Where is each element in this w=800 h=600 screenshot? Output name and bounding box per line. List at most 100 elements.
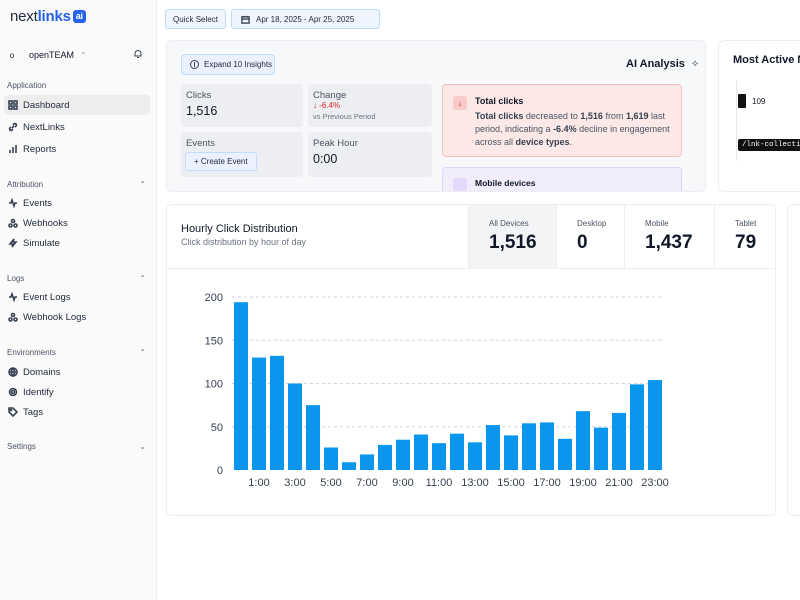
section-settings[interactable]: Settings ⌄ — [7, 442, 146, 451]
chart-bar-0:00[interactable] — [233, 302, 249, 470]
x-tick-label: 23:00 — [641, 477, 669, 489]
device-tab-label: All Devices — [489, 219, 529, 228]
sidebar-item-reports[interactable]: Reports — [4, 139, 150, 159]
chart-bar-13:00[interactable] — [467, 442, 483, 470]
expand-insights-button[interactable]: Expand 10 Insights — [181, 54, 275, 75]
distribution-subtitle: Click distribution by hour of day — [181, 237, 307, 247]
alert-title: Total clicks — [475, 96, 524, 106]
device-tab-desktop[interactable]: Desktop 0 — [556, 205, 624, 269]
chart-bar-20:00[interactable] — [593, 427, 609, 470]
chart-bar-8:00[interactable] — [377, 444, 393, 470]
chart-bar-10:00[interactable] — [413, 434, 429, 470]
chart-bar-2:00[interactable] — [269, 355, 285, 470]
zap-icon — [8, 238, 18, 248]
section-environments-label: Environments — [7, 348, 56, 357]
section-logs[interactable]: Logs ⌃ — [7, 274, 146, 283]
chart-bar-5:00[interactable] — [323, 447, 339, 470]
alert-body-part: device types — [515, 137, 570, 147]
globe-icon — [8, 367, 18, 377]
device-tab-mobile[interactable]: Mobile 1,437 — [624, 205, 714, 269]
sidebar-item-event-logs[interactable]: Event Logs — [4, 287, 150, 307]
create-event-button[interactable]: + Create Event — [185, 152, 257, 171]
device-icon — [453, 178, 467, 191]
alert2-title: Mobile devices — [475, 178, 536, 188]
hourly-distribution-card: Hourly Click Distribution Click distribu… — [166, 204, 776, 516]
change-subtext: vs Previous Period — [313, 112, 376, 121]
change-value: ↓ -6.4% — [313, 101, 341, 110]
bell-icon[interactable] — [133, 49, 143, 61]
section-environments[interactable]: Environments ⌃ — [7, 348, 146, 357]
alert-body-part: Total clicks — [475, 111, 524, 121]
sidebar-item-identify[interactable]: Identify — [4, 382, 150, 402]
x-tick-label: 21:00 — [605, 477, 633, 489]
sidebar-item-label: Identify — [23, 386, 54, 398]
sidebar-item-nextlinks[interactable]: NextLinks — [4, 117, 150, 137]
alert-body-part: from — [602, 111, 626, 121]
sparkle-icon: ✧ — [690, 58, 700, 70]
insight-alert-total-clicks[interactable]: ↓ Total clicks Total clicks decreased to… — [442, 84, 682, 157]
chart-bar-15:00[interactable] — [503, 435, 519, 470]
section-attribution-label: Attribution — [7, 180, 44, 189]
logo-ai-badge: ai — [72, 10, 86, 23]
sidebar-item-webhook-logs[interactable]: Webhook Logs — [4, 307, 150, 327]
sidebar-item-simulate[interactable]: Simulate — [4, 233, 150, 253]
chart-bar-17:00[interactable] — [539, 422, 555, 470]
section-application-label: Application — [7, 81, 47, 90]
app-logo[interactable]: next links ai — [10, 8, 86, 25]
device-tab-tablet[interactable]: Tablet 79 — [714, 205, 775, 269]
chart-bar-4:00[interactable] — [305, 405, 321, 470]
chart-bar-18:00[interactable] — [557, 438, 573, 470]
x-tick-label: 3:00 — [284, 477, 305, 489]
date-range-picker[interactable]: Apr 18, 2025 - Apr 25, 2025 — [231, 9, 380, 29]
sidebar-item-events[interactable]: Events — [4, 193, 150, 213]
info-icon — [190, 60, 199, 69]
calendar-icon — [241, 15, 250, 24]
sidebar-item-webhooks[interactable]: Webhooks — [4, 213, 150, 233]
arrow-down-icon: ↓ — [453, 96, 467, 110]
sidebar-item-label: Dashboard — [23, 99, 70, 111]
chart-bar-1:00[interactable] — [251, 357, 267, 470]
most-active-bar[interactable] — [738, 94, 746, 108]
most-active-title: Most Active Ne — [733, 54, 800, 66]
sidebar-item-dashboard[interactable]: Dashboard — [4, 95, 150, 115]
section-attribution[interactable]: Attribution ⌃ — [7, 180, 146, 189]
device-tab-value: 79 — [735, 232, 757, 253]
side-card-partial — [787, 204, 800, 516]
x-tick-label: 1:00 — [248, 477, 269, 489]
quick-select-button[interactable]: Quick Select — [165, 9, 226, 29]
sidebar-item-tags[interactable]: Tags — [4, 402, 150, 422]
sidebar-item-label: Events — [23, 197, 53, 209]
x-tick-label: 5:00 — [320, 477, 341, 489]
alert-body-part: decreased to — [523, 111, 581, 121]
chart-bar-19:00[interactable] — [575, 411, 591, 470]
chart-bar-14:00[interactable] — [485, 425, 501, 470]
activity-icon — [9, 292, 17, 302]
alert-body-part: . — [569, 137, 573, 147]
alert-body: Total clicks decreased to 1,516 from 1,6… — [475, 110, 679, 149]
date-range-label: Apr 18, 2025 - Apr 25, 2025 — [256, 14, 355, 24]
chart-bar-9:00[interactable] — [395, 439, 411, 470]
chart-bar-7:00[interactable] — [359, 454, 375, 470]
sidebar-item-domains[interactable]: Domains — [4, 362, 150, 382]
webhook-icon — [8, 312, 18, 322]
device-tab-all[interactable]: All Devices 1,516 — [468, 205, 556, 269]
chart-bar-6:00[interactable] — [341, 462, 357, 470]
clicks-stat: Clicks 1,516 — [181, 84, 303, 127]
x-tick-label: 19:00 — [569, 477, 597, 489]
peak-hour-stat: Peak Hour 0:00 — [308, 132, 432, 177]
chart-bar-23:00[interactable] — [647, 380, 663, 470]
device-tab-label: Desktop — [577, 219, 607, 228]
insight-alert-mobile-devices[interactable]: Mobile devices — [442, 167, 682, 191]
device-tab-value: 0 — [577, 232, 588, 253]
chart-bar-3:00[interactable] — [287, 383, 303, 471]
y-tick-label: 50 — [211, 422, 223, 434]
team-avatar: o — [9, 50, 15, 60]
device-tab-label: Mobile — [645, 219, 669, 228]
chart-bar-12:00[interactable] — [449, 433, 465, 470]
chart-bar-22:00[interactable] — [629, 384, 645, 470]
chart-bar-16:00[interactable] — [521, 423, 537, 470]
team-switcher[interactable]: o openTEAM ⌃ — [7, 47, 147, 63]
chart-bar-11:00[interactable] — [431, 443, 447, 470]
chart-bar-21:00[interactable] — [611, 412, 627, 470]
chevron-down-icon: ⌄ — [139, 442, 146, 451]
